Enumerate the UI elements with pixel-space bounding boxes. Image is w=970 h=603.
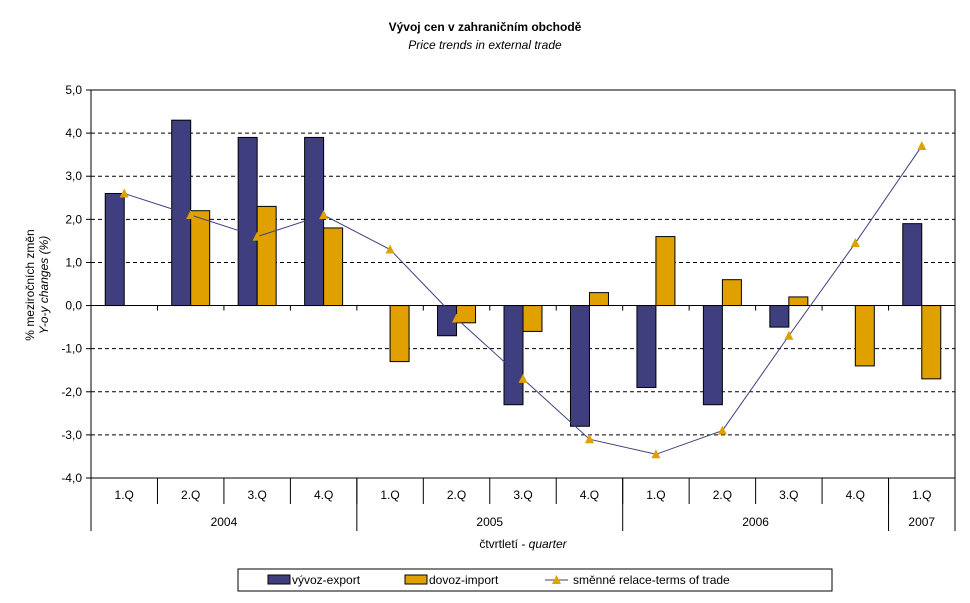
bar-import <box>721 279 742 307</box>
bar-import <box>921 305 942 380</box>
legend-label-tot: směnné relace-terms of trade <box>573 573 730 587</box>
terms-of-trade-marker <box>917 141 927 151</box>
y-tick-label: -2,0 <box>61 385 82 399</box>
bar-import <box>854 305 875 367</box>
y-axis-label: % meziročních změn Y-o-y changes (%) <box>23 229 51 340</box>
year-label: 2006 <box>742 515 769 529</box>
terms-of-trade-marker <box>584 434 594 444</box>
x-tick-label: 4.Q <box>580 488 599 502</box>
x-tick-label: 3.Q <box>513 488 532 502</box>
x-tick-label: 1.Q <box>912 488 931 502</box>
terms-of-trade-marker <box>119 188 129 198</box>
year-label: 2005 <box>476 515 503 529</box>
x-tick-label: 3.Q <box>247 488 266 502</box>
y-axis-label-en: Y-o-y changes (%) <box>37 236 51 334</box>
x-tick-label: 1.Q <box>115 488 134 502</box>
bar-export <box>171 119 192 307</box>
bar-export <box>104 192 125 307</box>
x-tick-label: 2.Q <box>713 488 732 502</box>
terms-of-trade-marker <box>784 330 794 340</box>
legend-box <box>237 568 833 592</box>
x-axis-label-en: quarter <box>529 537 568 551</box>
bars <box>104 119 942 427</box>
legend-label-export: vývoz-export <box>292 573 361 587</box>
year-label: 2004 <box>211 515 238 529</box>
y-tick-label: 1,0 <box>65 255 82 269</box>
terms-of-trade-marker <box>850 238 860 248</box>
bar-export <box>304 136 325 307</box>
y-tick-label: -3,0 <box>61 428 82 442</box>
bar-import <box>389 305 410 363</box>
bar-import <box>522 305 543 332</box>
y-axis-label-cz: % meziročních změn <box>23 229 37 340</box>
plot-frame <box>90 89 956 479</box>
terms-of-trade-marker <box>319 210 329 220</box>
y-tick-label: 0,0 <box>65 299 82 313</box>
legend-label-import: dovoz-import <box>429 573 499 587</box>
bar-export <box>902 223 923 307</box>
terms-of-trade-marker <box>252 231 262 241</box>
y-tick-label: -1,0 <box>61 342 82 356</box>
x-axis-label-cz: čtvrtletí - <box>479 537 528 551</box>
terms-of-trade-line <box>119 141 927 459</box>
x-tick-label: 1.Q <box>380 488 399 502</box>
bar-import <box>788 296 809 307</box>
bar-import <box>256 205 277 307</box>
chart-title: Vývoj cen v zahraničním obchodě <box>389 20 582 34</box>
bar-export <box>569 305 590 427</box>
x-tick-label: 2.Q <box>181 488 200 502</box>
terms-of-trade-marker <box>518 373 528 383</box>
bar-import <box>323 227 344 307</box>
year-label: 2007 <box>908 515 935 529</box>
y-axis-ticks: 5,0 4,0 3,0 2,0 1,0 0,0 -1,0 -2,0 -3,0 -4,0 <box>61 83 91 485</box>
y-tick-label: 4,0 <box>65 126 82 140</box>
gridlines <box>91 132 955 436</box>
terms-of-trade-marker <box>186 210 196 220</box>
bar-import <box>588 292 609 307</box>
y-tick-label: 3,0 <box>65 169 82 183</box>
chart-subtitle: Price trends in external trade <box>408 38 562 52</box>
bar-export <box>636 305 657 388</box>
legend-marker-tot <box>552 575 561 584</box>
y-tick-label: -4,0 <box>61 471 82 485</box>
bar-export <box>702 305 723 406</box>
x-axis-label: čtvrtletí - quarter <box>479 537 567 551</box>
terms-of-trade-marker <box>385 244 395 254</box>
bar-import <box>655 236 676 307</box>
terms-of-trade-marker <box>651 449 661 459</box>
bar-export <box>237 136 258 307</box>
legend: vývoz-export dovoz-import směnné relace-… <box>237 568 833 592</box>
x-tick-label: 4.Q <box>314 488 333 502</box>
x-axis: 1.Q 2.Q 3.Q 4.Q 1.Q 2.Q 3.Q 4.Q 1.Q 2.Q 3.Q 4.Q 1.Q 2… <box>90 478 956 531</box>
x-tick-label: 3.Q <box>779 488 798 502</box>
y-tick-label: 2,0 <box>65 212 82 226</box>
terms-of-trade-marker <box>452 313 462 323</box>
legend-swatch-import <box>404 574 428 585</box>
x-tick-label: 4.Q <box>846 488 865 502</box>
x-tick-label: 2.Q <box>447 488 466 502</box>
y-tick-label: 5,0 <box>65 83 82 97</box>
bar-export <box>503 305 524 406</box>
terms-of-trade-marker <box>717 425 727 435</box>
x-tick-label: 1.Q <box>646 488 665 502</box>
legend-swatch-export <box>267 574 291 585</box>
bar-import <box>190 210 211 307</box>
bar-export <box>769 305 790 328</box>
